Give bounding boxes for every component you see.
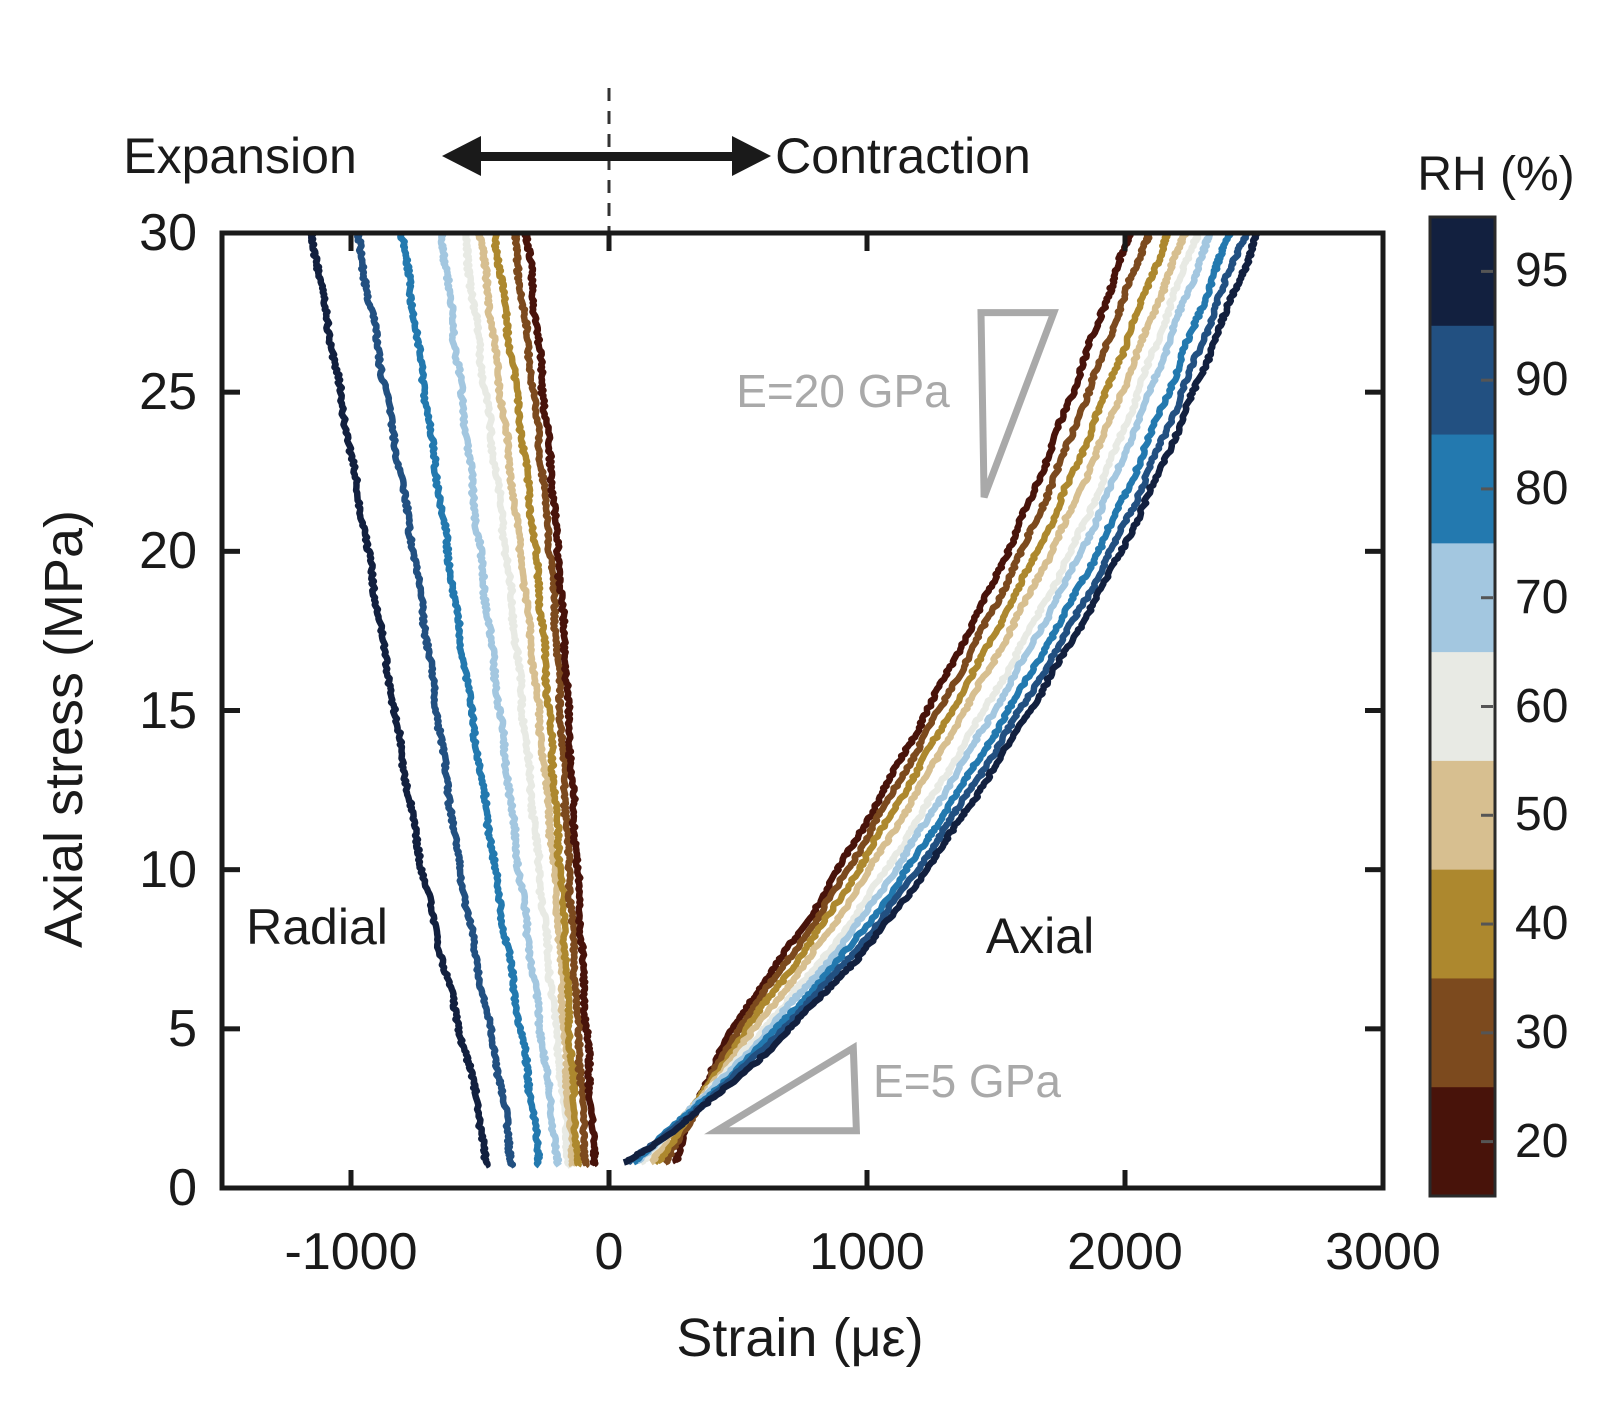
- x-axis-title: Strain (με): [676, 1308, 924, 1368]
- y-tick-label: 0: [168, 1159, 197, 1217]
- x-tick-label: 3000: [1325, 1223, 1441, 1281]
- x-tick-label: 0: [594, 1223, 624, 1281]
- colorbar-label: 80: [1515, 461, 1569, 515]
- axial-region-label: Axial: [985, 908, 1095, 964]
- curve-radial-rh70: [437, 235, 563, 1168]
- curve-axial-rh95: [622, 235, 1260, 1166]
- contraction-label: Contraction: [775, 128, 1031, 184]
- y-tick-label: 25: [139, 363, 197, 422]
- curve-axial-rh20: [672, 235, 1134, 1165]
- curve-axial-rh60: [639, 235, 1202, 1166]
- colorbar-label: 50: [1515, 788, 1569, 842]
- x-tick-label: 2000: [1067, 1223, 1183, 1281]
- x-tick-label: 1000: [809, 1223, 925, 1281]
- y-tick-label: 5: [168, 999, 197, 1058]
- colorbar-label: 30: [1515, 1005, 1569, 1059]
- colorbar-label: 40: [1515, 897, 1569, 951]
- y-tick-label: 10: [139, 840, 197, 899]
- radial-region-label: Radial: [246, 899, 388, 955]
- curve-radial-rh80: [397, 235, 544, 1169]
- colorbar-label: 60: [1515, 679, 1569, 733]
- curve-radial-rh90: [354, 235, 517, 1169]
- y-tick-label: 15: [139, 681, 197, 740]
- e20-annotation-label: E=20 GPa: [736, 365, 950, 417]
- plot-border: [219, 230, 1386, 1191]
- e5-annotation-label: E=5 GPa: [873, 1055, 1061, 1107]
- curve-axial-rh30: [662, 235, 1153, 1166]
- expansion-label: Expansion: [123, 128, 357, 184]
- colorbar-label: 95: [1515, 244, 1569, 298]
- colorbar-label: 90: [1515, 353, 1569, 407]
- curve-axial-rh40: [654, 235, 1172, 1166]
- curve-axial-rh70: [632, 235, 1213, 1165]
- y-tick-label: 30: [139, 204, 197, 262]
- modulus-triangle-5: [704, 1041, 861, 1135]
- colorbar-border: [1428, 215, 1497, 1198]
- colorbar-label: 20: [1515, 1114, 1569, 1168]
- direction-arrow-icon: [442, 136, 771, 176]
- modulus-triangle-20: [977, 309, 1059, 499]
- curve-axial-rh90: [626, 235, 1250, 1166]
- curve-radial-rh60: [462, 235, 574, 1169]
- colorbar-title: RH (%): [1417, 148, 1575, 201]
- curve-radial-rh40: [491, 235, 584, 1168]
- curve-axial-rh50: [649, 235, 1190, 1166]
- curve-radial-rh30: [511, 235, 590, 1169]
- curve-radial-rh95: [307, 235, 491, 1169]
- curve-radial-rh50: [475, 235, 578, 1168]
- x-tick-label: -1000: [284, 1223, 418, 1281]
- colorbar-label: 70: [1515, 570, 1569, 624]
- y-tick-label: 20: [139, 522, 197, 581]
- curve-axial-rh80: [631, 235, 1234, 1166]
- curve-radial-rh20: [521, 235, 600, 1168]
